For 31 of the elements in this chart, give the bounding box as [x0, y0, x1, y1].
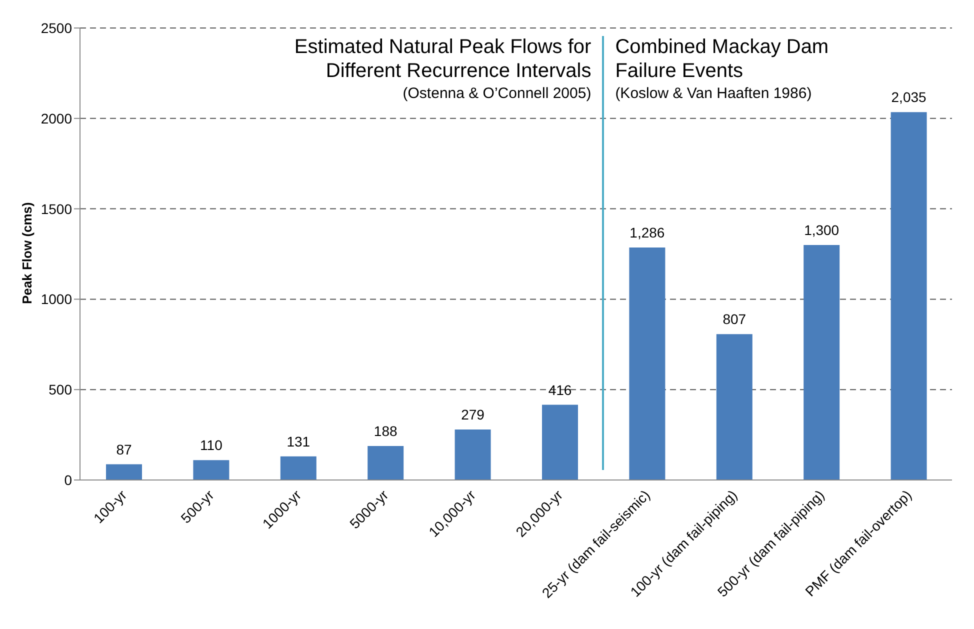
y-axis-title: Peak Flow (cms) [20, 202, 35, 304]
y-tick-label: 1500 [40, 200, 72, 217]
y-tick-label: 0 [64, 472, 72, 488]
data-label: 2,035 [891, 89, 927, 106]
bar [193, 460, 230, 480]
data-label: 807 [722, 311, 746, 328]
data-label: 279 [461, 406, 485, 423]
y-tick-label: 2500 [40, 20, 72, 36]
bar [368, 446, 404, 480]
annotation: (Ostenna & O’Connell 2005) [402, 85, 592, 102]
bar [542, 404, 578, 480]
bar [454, 430, 491, 480]
data-label: 416 [548, 382, 572, 398]
annotation: (Koslow & Van Haaften 1986) [615, 85, 812, 102]
y-tick-label: 500 [48, 382, 72, 398]
bar [890, 112, 927, 480]
bar [106, 464, 142, 480]
annotation: Estimated Natural Peak Flows for Different Recurrence Intervals [293, 35, 592, 83]
bar [280, 456, 316, 480]
data-label: 110 [200, 437, 223, 454]
data-label: 1,286 [630, 224, 665, 240]
y-tick-label: 2000 [40, 110, 72, 126]
data-label: 131 [286, 433, 310, 450]
bar [629, 247, 666, 480]
data-label: 188 [374, 423, 398, 440]
y-tick-label: 1000 [40, 291, 72, 308]
annotation: Combined Mackay Dam Failure Events [615, 35, 830, 83]
bar [716, 334, 752, 480]
data-label: 1,300 [804, 222, 840, 238]
data-label: 87 [116, 441, 132, 458]
bar [804, 244, 840, 480]
